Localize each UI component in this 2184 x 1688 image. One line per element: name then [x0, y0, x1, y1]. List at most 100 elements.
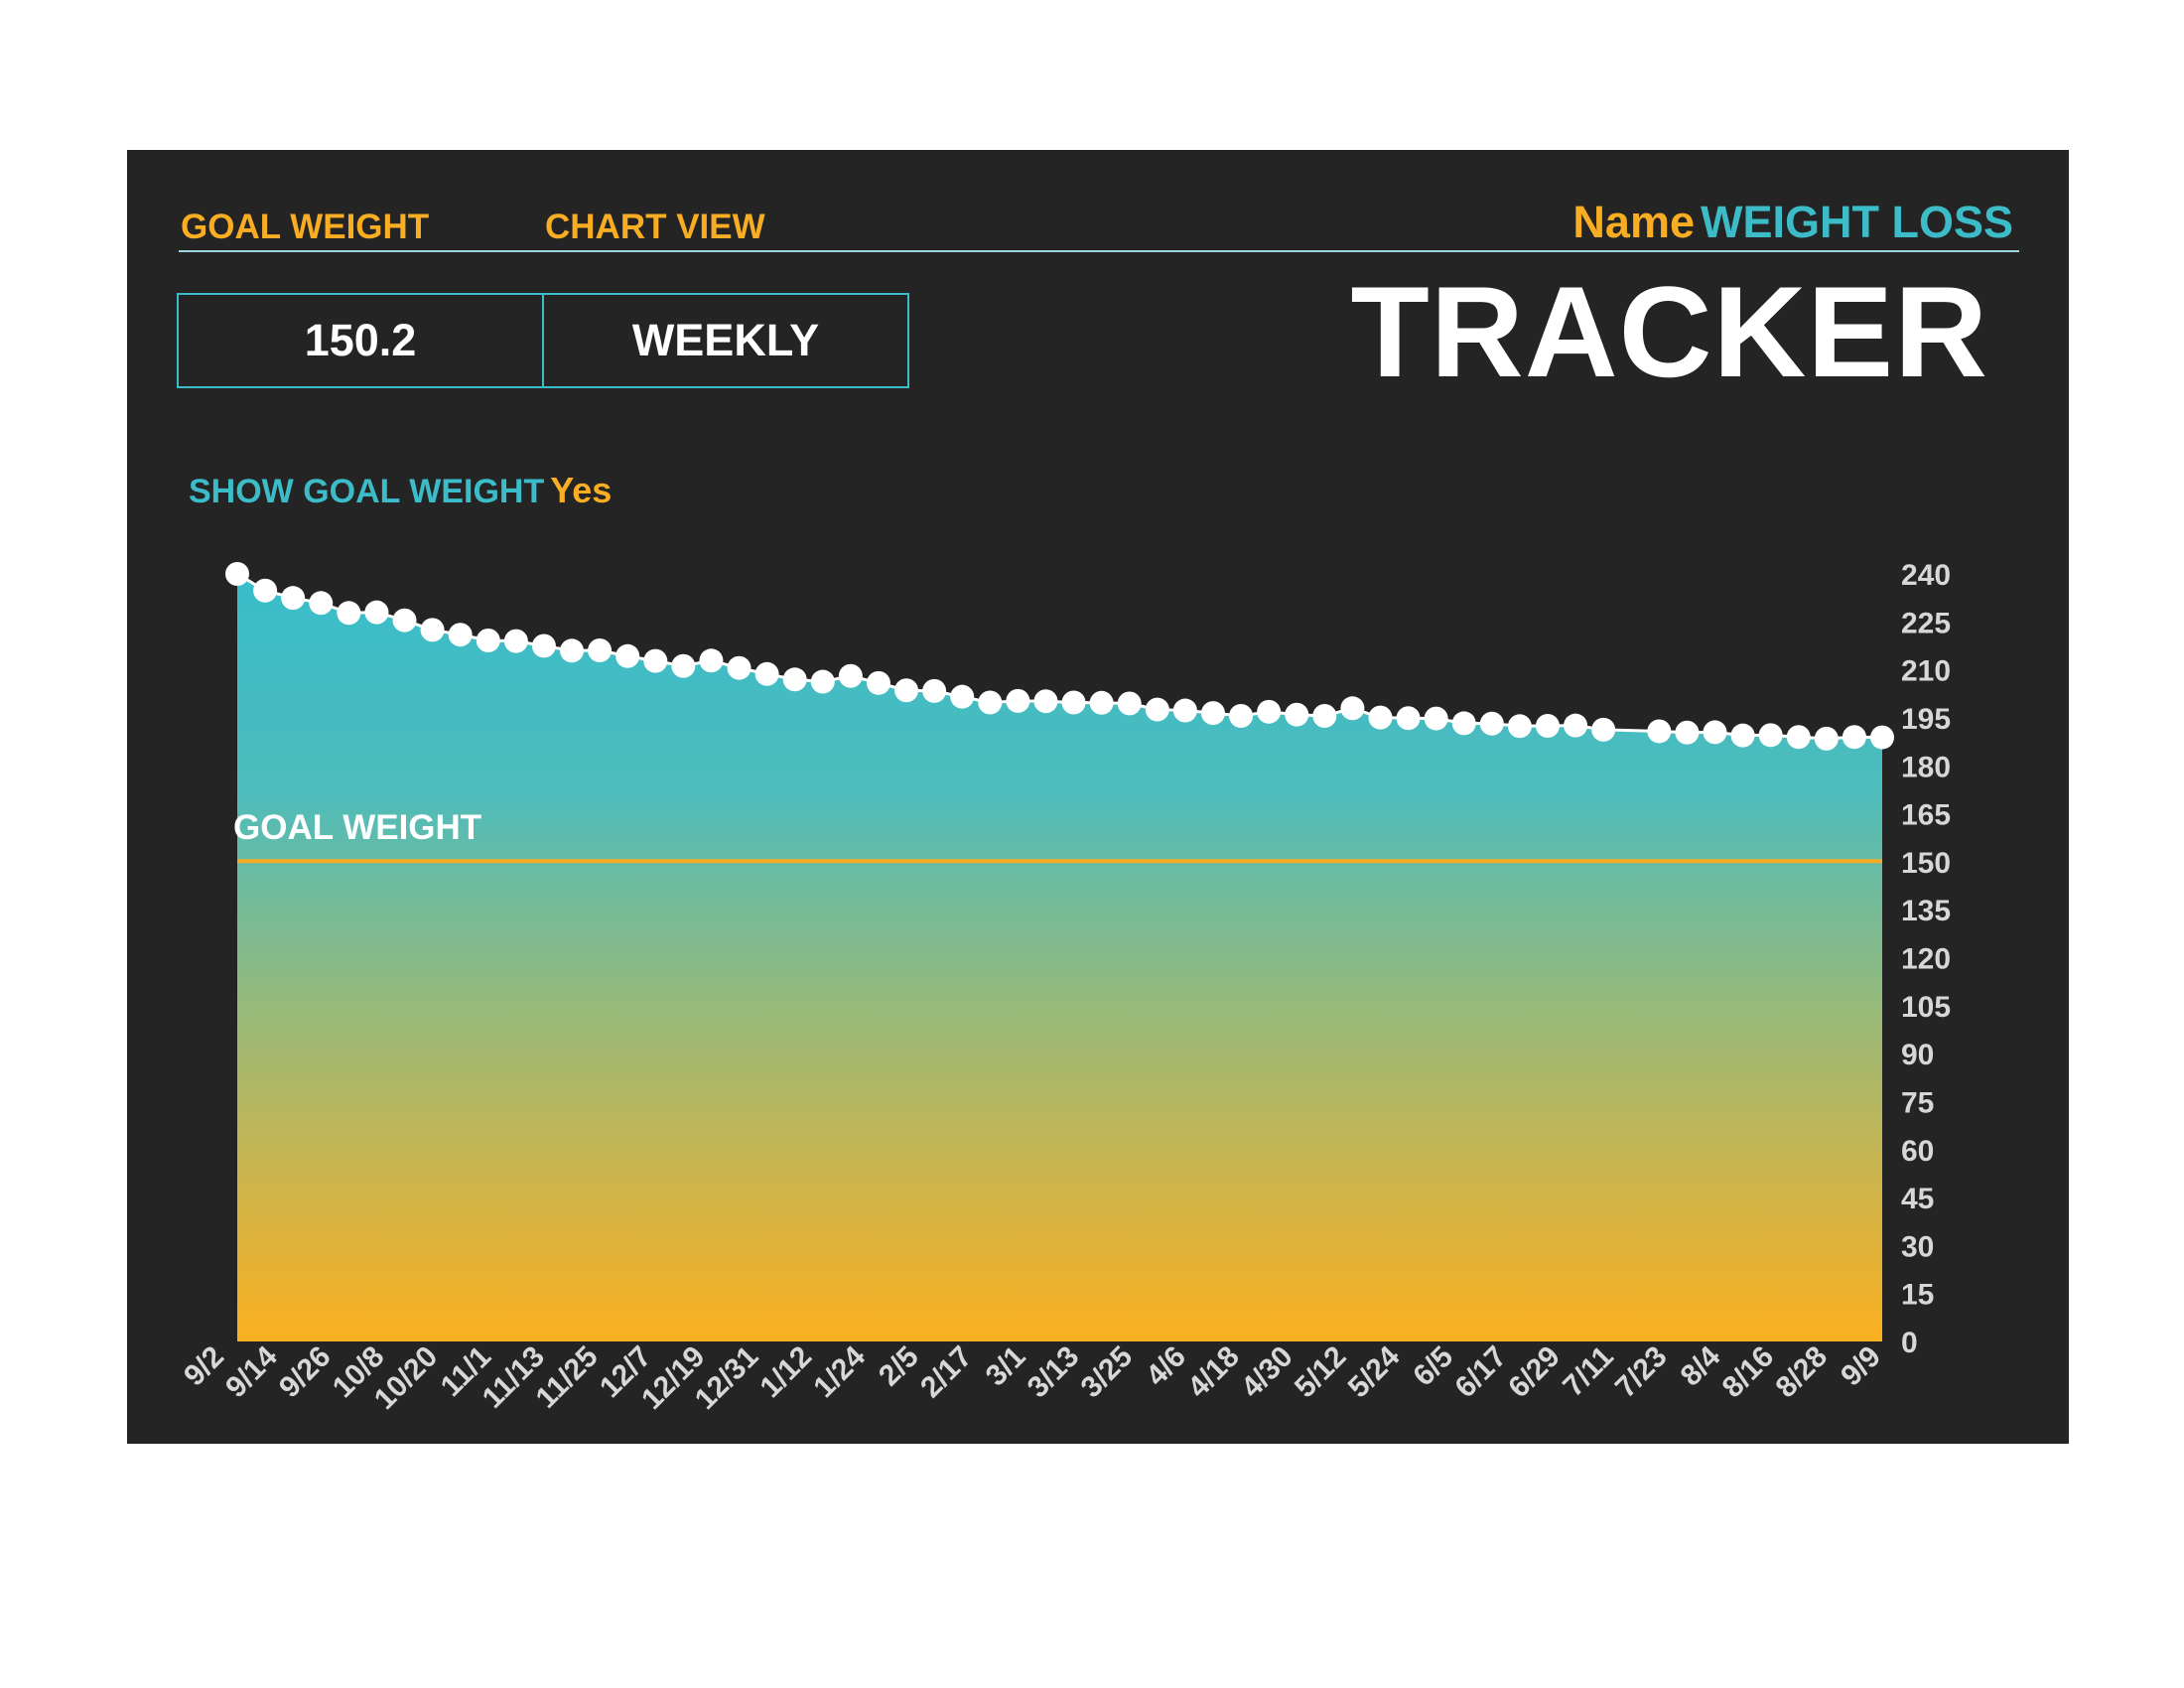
goal-weight-label: GOAL WEIGHT — [181, 208, 430, 246]
x-tick-label: 11/13 — [477, 1340, 551, 1415]
goal-weight-chart-label: GOAL WEIGHT — [233, 808, 481, 847]
x-tick-label: 5/12 — [1289, 1340, 1353, 1405]
data-point — [838, 663, 863, 688]
data-point — [1061, 690, 1086, 715]
y-tick-label: 0 — [1901, 1327, 1918, 1359]
y-tick-label: 30 — [1901, 1230, 1934, 1263]
data-point — [1730, 723, 1755, 748]
data-point — [1507, 714, 1532, 739]
data-point — [1814, 726, 1839, 751]
data-point — [950, 684, 975, 709]
y-tick-label: 15 — [1901, 1279, 1934, 1312]
data-point — [894, 678, 919, 703]
settings-boxes: 150.2 WEEKLY — [177, 293, 909, 388]
data-point — [1786, 725, 1811, 750]
data-point — [1172, 698, 1197, 723]
x-tick-label: 7/23 — [1609, 1340, 1674, 1405]
data-point — [1647, 719, 1672, 744]
data-point — [281, 586, 306, 611]
data-point — [309, 591, 334, 616]
y-tick-label: 165 — [1901, 799, 1951, 832]
y-tick-label: 150 — [1901, 847, 1951, 880]
x-tick-label: 9/14 — [219, 1339, 284, 1404]
data-point — [1117, 691, 1142, 716]
chart-view-label: CHART VIEW — [545, 208, 765, 246]
data-point — [476, 628, 500, 652]
data-point — [503, 629, 528, 653]
data-point — [225, 562, 249, 586]
goal-weight-input[interactable]: 150.2 — [304, 315, 417, 365]
data-point — [1479, 711, 1504, 736]
chart-view-select[interactable]: WEEKLY — [542, 295, 907, 386]
x-tick-label: 6/17 — [1448, 1340, 1513, 1405]
data-point — [420, 618, 445, 642]
data-point — [588, 637, 613, 662]
data-point — [671, 653, 696, 678]
data-point — [1424, 706, 1448, 731]
data-point — [1312, 704, 1337, 729]
data-point — [866, 670, 890, 695]
data-point — [253, 578, 278, 603]
data-point — [1564, 713, 1588, 738]
y-tick-label: 90 — [1901, 1039, 1934, 1071]
data-point — [782, 667, 807, 692]
data-point — [1089, 690, 1114, 715]
data-point — [643, 648, 668, 673]
data-point — [1006, 688, 1030, 713]
y-tick-label: 135 — [1901, 895, 1951, 927]
x-tick-label: 3/25 — [1075, 1340, 1140, 1405]
data-point — [922, 678, 947, 703]
x-tick-label: 4/18 — [1181, 1340, 1246, 1405]
data-point — [978, 690, 1003, 715]
show-goal-row: SHOW GOAL WEIGHT Yes — [189, 470, 612, 511]
data-point — [1340, 696, 1365, 721]
data-point — [448, 623, 473, 647]
data-point — [810, 669, 835, 694]
x-tick-label: 10/20 — [368, 1340, 444, 1416]
y-tick-label: 225 — [1901, 607, 1951, 639]
title-tracker: TRACKER — [1350, 259, 1988, 404]
y-tick-label: 210 — [1901, 655, 1951, 688]
data-point — [1368, 705, 1393, 730]
title-weight-loss: WEIGHT LOSS — [1701, 197, 2013, 247]
header-divider — [179, 250, 2019, 252]
x-tick-label: 2/17 — [914, 1340, 979, 1405]
y-tick-label: 180 — [1901, 751, 1951, 783]
x-tick-label: 11/25 — [530, 1340, 605, 1415]
y-tick-label: 105 — [1901, 991, 1951, 1024]
data-point — [364, 600, 389, 625]
x-tick-label: 7/11 — [1557, 1340, 1619, 1403]
data-point — [1285, 702, 1309, 727]
data-point — [1758, 723, 1783, 748]
data-point — [615, 643, 640, 668]
y-tick-label: 240 — [1901, 559, 1951, 592]
data-point — [1591, 717, 1616, 742]
show-goal-toggle[interactable]: Yes — [550, 470, 613, 510]
show-goal-label: SHOW GOAL WEIGHT — [189, 473, 545, 510]
y-tick-label: 45 — [1901, 1183, 1934, 1215]
data-point — [1675, 720, 1700, 745]
x-tick-label: 8/28 — [1769, 1340, 1834, 1405]
title-name: Name — [1572, 197, 1695, 247]
data-point — [1200, 701, 1225, 726]
x-tick-label: 1/12 — [754, 1340, 819, 1405]
x-tick-label: 6/29 — [1502, 1340, 1567, 1405]
x-tick-label: 1/24 — [807, 1339, 872, 1404]
data-point — [531, 633, 556, 658]
x-tick-label: 9/9 — [1835, 1340, 1887, 1393]
x-tick-label: 9/26 — [273, 1340, 338, 1405]
y-tick-label: 75 — [1901, 1086, 1934, 1119]
data-point — [1033, 689, 1058, 714]
y-tick-label: 120 — [1901, 943, 1951, 976]
y-tick-label: 195 — [1901, 703, 1951, 736]
data-point — [1257, 699, 1282, 724]
data-point — [699, 648, 724, 673]
title-line: Name WEIGHT LOSS — [1572, 197, 2013, 248]
x-tick-label: 12/31 — [689, 1340, 764, 1416]
x-tick-label: 4/30 — [1235, 1340, 1299, 1405]
x-tick-label: 3/13 — [1022, 1340, 1086, 1405]
data-point — [1842, 725, 1866, 750]
data-point — [1703, 720, 1727, 745]
data-point — [1451, 711, 1476, 736]
